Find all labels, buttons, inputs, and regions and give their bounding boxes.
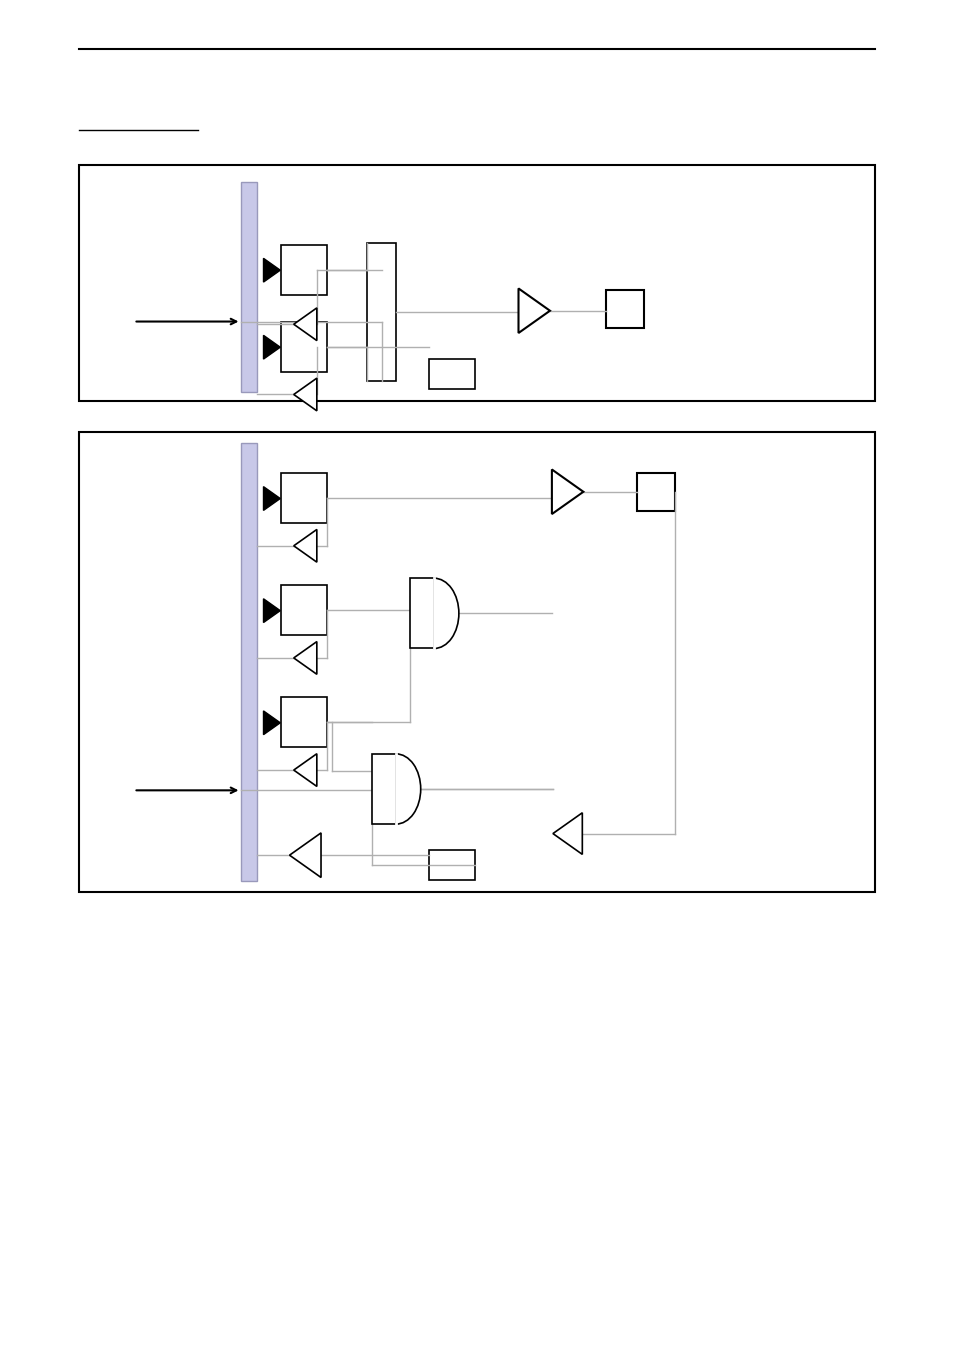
Polygon shape [553, 813, 581, 854]
Polygon shape [294, 530, 316, 562]
FancyBboxPatch shape [605, 290, 643, 328]
FancyBboxPatch shape [367, 243, 395, 381]
FancyBboxPatch shape [429, 850, 475, 880]
Bar [410, 578, 434, 648]
FancyBboxPatch shape [429, 359, 475, 389]
FancyBboxPatch shape [241, 182, 256, 392]
FancyBboxPatch shape [281, 322, 327, 372]
FancyBboxPatch shape [79, 165, 874, 401]
Polygon shape [263, 598, 280, 623]
Polygon shape [551, 470, 582, 513]
Polygon shape [294, 378, 316, 411]
Wedge shape [395, 754, 420, 824]
FancyBboxPatch shape [281, 473, 327, 523]
FancyBboxPatch shape [281, 585, 327, 635]
FancyBboxPatch shape [79, 432, 874, 892]
Wedge shape [434, 578, 458, 648]
Polygon shape [263, 258, 280, 282]
Polygon shape [518, 289, 549, 332]
Polygon shape [263, 335, 280, 359]
Bar [372, 754, 395, 824]
Polygon shape [294, 642, 316, 674]
FancyBboxPatch shape [241, 443, 256, 881]
FancyBboxPatch shape [281, 697, 327, 747]
FancyBboxPatch shape [637, 473, 675, 511]
Polygon shape [263, 486, 280, 511]
Text: -: - [208, 784, 212, 797]
Polygon shape [289, 832, 320, 878]
Polygon shape [294, 754, 316, 786]
Polygon shape [294, 308, 316, 340]
Polygon shape [263, 711, 280, 735]
FancyBboxPatch shape [281, 245, 327, 295]
